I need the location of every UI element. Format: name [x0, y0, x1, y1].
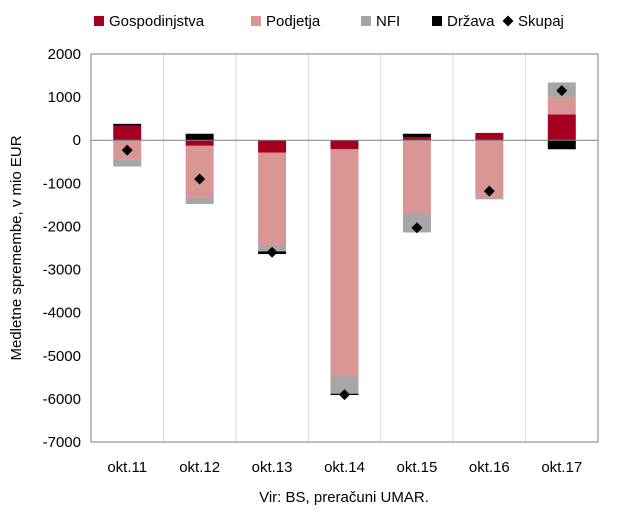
bar-podjetja-okt-15	[402, 140, 431, 214]
y-tick-label: 1000	[48, 89, 81, 106]
y-tick-label: -4000	[43, 305, 81, 322]
bar-gospodinjstva-okt-16	[475, 132, 504, 141]
x-tick-label: okt.16	[469, 459, 510, 476]
y-tick-label: 0	[73, 132, 81, 149]
bar-drzava-okt-17	[547, 140, 576, 150]
legend-label-drzava: Država	[447, 13, 495, 30]
bar-drzava-okt-15	[402, 133, 431, 138]
legend-label-podjetja: Podjetja	[266, 13, 321, 30]
total-marker-okt-12	[194, 173, 206, 185]
total-markers	[121, 85, 568, 401]
legend-label-gospodinjstva: Gospodinjstva	[109, 13, 205, 30]
bar-podjetja-okt-17	[547, 96, 576, 115]
bar-drzava-okt-12	[185, 133, 214, 141]
source-note: Vir: BS, preračuni UMAR.	[259, 489, 429, 506]
bar-podjetja-okt-14	[330, 149, 359, 377]
vertical-gridlines	[162, 54, 527, 442]
y-axis-title: Medletne spremembe, v mio EUR	[8, 135, 25, 360]
bar-nfi-okt-11	[113, 159, 142, 167]
legend-swatch-podjetja	[251, 16, 261, 26]
total-marker-okt-17	[556, 85, 568, 97]
y-tick-label: -6000	[43, 391, 81, 408]
x-tick-label: okt.12	[179, 459, 220, 476]
legend-swatch-nfi	[361, 16, 371, 26]
legend-swatch-gospodinjstva	[94, 16, 104, 26]
bar-nfi-okt-14	[330, 376, 359, 394]
legend: Gospodinjstva Podjetja NFI Država Skupaj	[94, 13, 564, 30]
bar-gospodinjstva-okt-11	[113, 125, 142, 141]
y-tick-label: 2000	[48, 46, 81, 63]
legend-swatch-drzava	[432, 16, 442, 26]
bar-gospodinjstva-okt-15	[402, 137, 431, 141]
y-tick-label: -5000	[43, 348, 81, 365]
bar-nfi-okt-16	[475, 197, 504, 200]
total-marker-okt-11	[121, 144, 133, 156]
y-tick-label: -3000	[43, 262, 81, 279]
x-tick-label: okt.13	[252, 459, 293, 476]
plot-frame	[90, 53, 599, 443]
y-tick-label: -1000	[43, 175, 81, 192]
bar-podjetja-okt-13	[258, 152, 287, 245]
y-tick-label: -2000	[43, 218, 81, 235]
x-tick-label: okt.15	[396, 459, 437, 476]
total-marker-okt-16	[483, 185, 495, 197]
total-marker-okt-15	[411, 222, 423, 234]
y-axis-ticks: 2000 1000 0 -1000 -2000 -3000 -4000 -5000 -6000 -…	[43, 46, 81, 451]
total-marker-okt-13	[266, 246, 278, 258]
total-marker-okt-14	[339, 389, 350, 401]
legend-label-skupaj: Skupaj	[518, 13, 564, 30]
bar-nfi-okt-12	[185, 197, 214, 205]
bars	[113, 82, 576, 396]
bar-drzava-okt-11	[113, 123, 142, 126]
legend-swatch-skupaj	[502, 15, 514, 27]
bar-podjetja-okt-12	[185, 145, 214, 198]
x-tick-label: okt.11	[107, 459, 147, 476]
legend-label-nfi: NFI	[376, 13, 400, 30]
bar-gospodinjstva-okt-12	[185, 140, 214, 146]
bar-gospodinjstva-okt-13	[258, 140, 287, 153]
x-tick-label: okt.14	[324, 459, 365, 476]
y-tick-label: -7000	[43, 434, 81, 451]
x-tick-label: okt.17	[541, 459, 582, 476]
bar-gospodinjstva-okt-14	[330, 140, 359, 150]
bar-gospodinjstva-okt-17	[547, 114, 576, 141]
x-axis-ticks: okt.11 okt.12 okt.13 okt.14 okt.15 okt.16 okt.…	[107, 459, 582, 476]
